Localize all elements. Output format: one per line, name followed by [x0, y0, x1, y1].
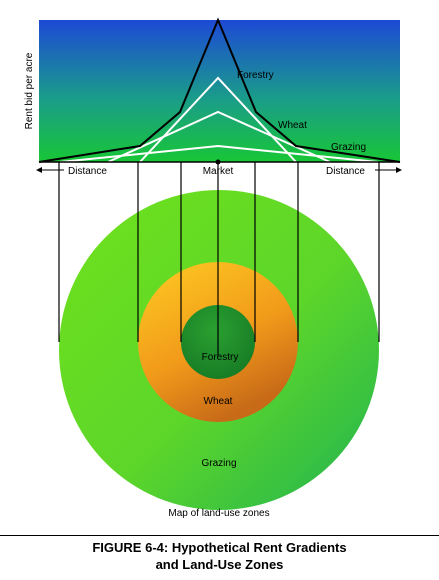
figure-title-line1: FIGURE 6-4: Hypothetical Rent Gradients: [92, 540, 347, 555]
figure-title-line2: and Land-Use Zones: [155, 557, 284, 572]
rent-envelope: [38, 17, 401, 163]
map-caption: Map of land-use zones: [168, 508, 269, 519]
bid-rent-lines: [59, 76, 379, 163]
caption-divider: [0, 535, 439, 536]
forestry-curve-label: Forestry: [237, 70, 274, 81]
market-point: [215, 159, 221, 165]
arrow-left-icon: [36, 167, 42, 173]
wheat-bid-line: [107, 110, 331, 163]
grazing-bid-line: [59, 144, 379, 163]
projection-lines: [58, 162, 380, 356]
arrow-right-icon: [396, 167, 402, 173]
distance-axis: [36, 167, 402, 173]
forestry-zone-label: Forestry: [202, 352, 239, 363]
gradient-background: [39, 20, 400, 162]
figure-title: FIGURE 6-4: Hypothetical Rent Gradients …: [0, 539, 439, 573]
grazing-curve-label: Grazing: [331, 142, 366, 153]
axis-right-label: Distance: [326, 166, 365, 177]
ylabel: Rent bid per acre: [24, 52, 35, 129]
forestry-bid-line: [139, 76, 297, 163]
wheat-zone-label: Wheat: [204, 396, 233, 407]
wheat-curve-label: Wheat: [278, 120, 307, 131]
grazing-zone-label: Grazing: [201, 458, 236, 469]
axis-left-label: Distance: [68, 166, 107, 177]
